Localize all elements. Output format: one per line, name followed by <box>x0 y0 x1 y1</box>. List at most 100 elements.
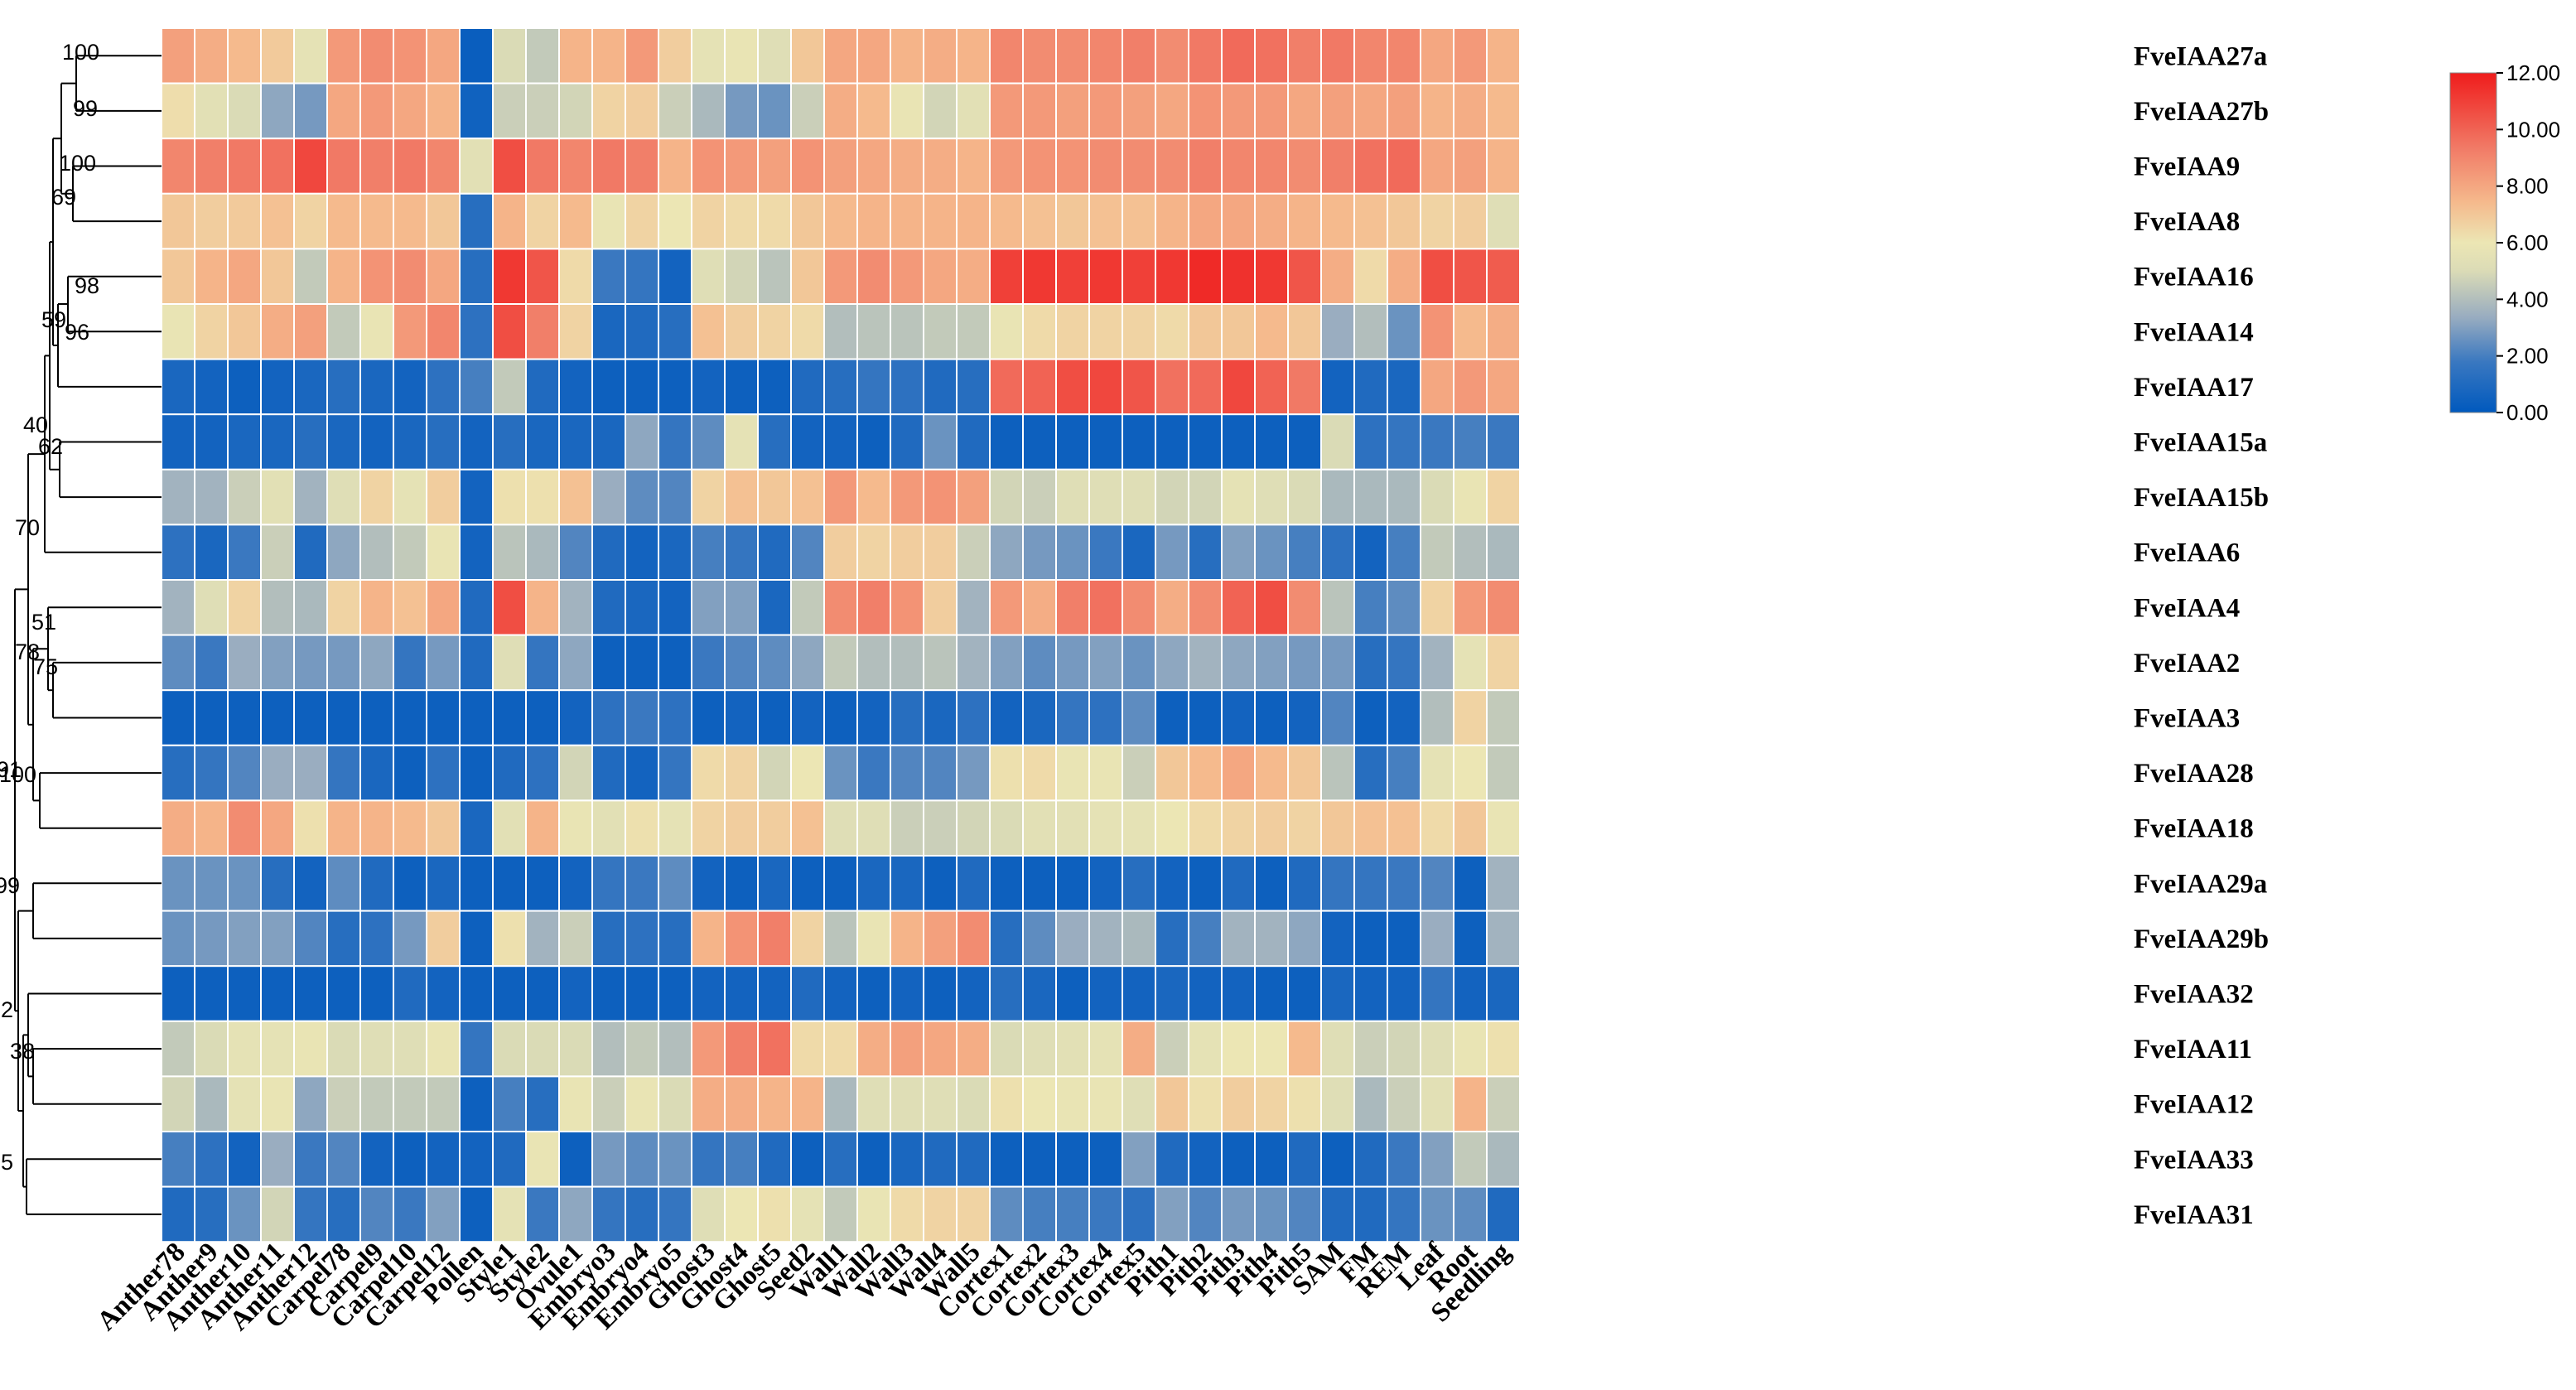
heatmap-cell <box>426 910 461 968</box>
heatmap-cell <box>625 855 659 912</box>
heatmap-cell <box>260 303 295 360</box>
heatmap-cell <box>492 1075 527 1133</box>
heatmap-cell <box>525 1075 560 1133</box>
heatmap-cell <box>890 799 924 857</box>
heatmap-cell <box>459 855 494 912</box>
heatmap-cell <box>227 1020 262 1078</box>
heatmap-cell <box>1453 468 1488 526</box>
heatmap-cell <box>923 138 958 195</box>
heatmap-cell <box>1387 1131 1421 1188</box>
heatmap-cell <box>1122 965 1156 1022</box>
heatmap-cell <box>260 910 295 968</box>
heatmap-cell <box>1320 579 1355 636</box>
heatmap-cell <box>923 634 958 692</box>
heatmap-cell <box>1387 634 1421 692</box>
heatmap-cell <box>625 138 659 195</box>
heatmap-cell <box>525 248 560 305</box>
heatmap-cell <box>1188 468 1223 526</box>
heatmap-cell <box>161 744 195 802</box>
heatmap-cell <box>1387 248 1421 305</box>
heatmap-cell <box>426 303 461 360</box>
heatmap-cell <box>459 965 494 1022</box>
row-label: FveIAA11 <box>2134 1035 2252 1064</box>
bootstrap-value: 70 <box>15 515 40 540</box>
heatmap-cell <box>591 1185 626 1243</box>
heatmap-cell <box>1453 524 1488 582</box>
row-labels: FveIAA27a FveIAA27b FveIAA9 FveIAA8 FveIAA16… <box>2134 41 2269 1230</box>
heatmap-cell <box>1486 1131 1521 1188</box>
row-label: FveIAA8 <box>2134 207 2240 237</box>
heatmap-cell <box>1155 855 1189 912</box>
heatmap-cell <box>1420 82 1454 140</box>
heatmap-cell <box>1320 910 1355 968</box>
heatmap-cell <box>194 634 229 692</box>
heatmap-cell <box>459 192 494 250</box>
heatmap-cell <box>1254 1131 1289 1188</box>
heatmap-cell <box>823 358 858 416</box>
heatmap-cell <box>1055 524 1090 582</box>
heatmap-cell <box>1188 965 1223 1022</box>
heatmap-cell <box>989 1131 1024 1188</box>
heatmap-cell <box>1387 855 1421 912</box>
heatmap-cell <box>757 303 792 360</box>
heatmap-cell <box>790 799 825 857</box>
heatmap-cell <box>260 965 295 1022</box>
heatmap-cell <box>823 744 858 802</box>
heatmap-cell <box>856 689 891 746</box>
heatmap-cell <box>194 799 229 857</box>
heatmap-cell <box>426 1131 461 1188</box>
heatmap-cell <box>1353 248 1388 305</box>
heatmap-cell <box>1155 744 1189 802</box>
heatmap-cell <box>1221 413 1256 471</box>
heatmap-cell <box>459 138 494 195</box>
heatmap-cell <box>260 1185 295 1243</box>
heatmap-cell <box>790 524 825 582</box>
heatmap-cell <box>1420 1075 1454 1133</box>
heatmap-cell <box>923 358 958 416</box>
heatmap-cell <box>691 965 726 1022</box>
heatmap-cell <box>293 138 328 195</box>
heatmap-cell <box>459 799 494 857</box>
heatmap-cell <box>1254 579 1289 636</box>
heatmap-cell <box>1287 413 1322 471</box>
heatmap-cell <box>161 468 195 526</box>
heatmap-cell <box>625 468 659 526</box>
heatmap-cell <box>625 524 659 582</box>
heatmap-cell <box>691 1075 726 1133</box>
heatmap-cell <box>591 1020 626 1078</box>
heatmap-cell <box>724 855 759 912</box>
heatmap-cell <box>1420 1020 1454 1078</box>
heatmap-cell <box>724 965 759 1022</box>
heatmap-cell <box>956 1185 991 1243</box>
heatmap-cell <box>856 910 891 968</box>
heatmap-cell <box>359 413 394 471</box>
heatmap-cell <box>227 303 262 360</box>
heatmap-cell <box>1387 965 1421 1022</box>
heatmap-cell <box>1287 82 1322 140</box>
heatmap-cell <box>326 413 361 471</box>
heatmap-cells <box>161 27 1521 1243</box>
heatmap-cell <box>1055 138 1090 195</box>
heatmap-cell <box>1088 468 1123 526</box>
heatmap-cell <box>923 413 958 471</box>
heatmap-cell <box>1122 1020 1156 1078</box>
heatmap-cell <box>393 965 427 1022</box>
heatmap-cell <box>890 1185 924 1243</box>
heatmap-cell <box>1353 910 1388 968</box>
heatmap-cell <box>1122 1075 1156 1133</box>
heatmap-cell <box>591 358 626 416</box>
heatmap-cell <box>227 468 262 526</box>
heatmap-cell <box>558 579 593 636</box>
heatmap-cell <box>1155 1020 1189 1078</box>
heatmap-cell <box>260 579 295 636</box>
heatmap-cell <box>260 855 295 912</box>
heatmap-cell <box>658 82 692 140</box>
heatmap-cell <box>1387 358 1421 416</box>
heatmap-cell <box>890 524 924 582</box>
heatmap-cell <box>1022 965 1057 1022</box>
heatmap-cell <box>194 1020 229 1078</box>
heatmap-cell <box>790 579 825 636</box>
heatmap-cell <box>1420 855 1454 912</box>
heatmap-cell <box>1188 579 1223 636</box>
heatmap-cell <box>1320 413 1355 471</box>
